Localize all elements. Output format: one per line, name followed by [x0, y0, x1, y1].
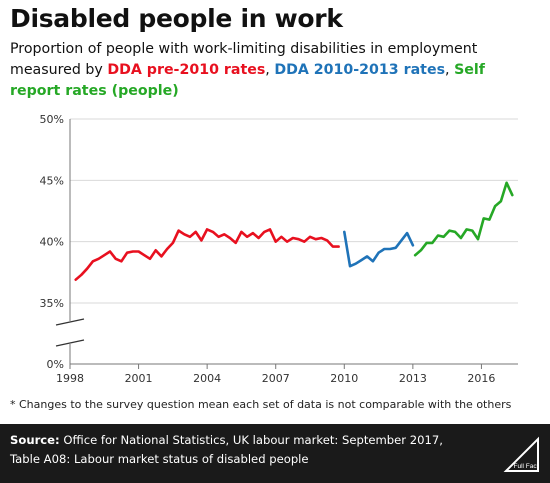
x-tick-label: 2004 [193, 372, 221, 385]
subtitle-prefix: Proportion of people with work-limiting … [10, 41, 478, 78]
y-tick-label: 45% [40, 174, 64, 187]
footnote: * Changes to the survey question mean ea… [10, 398, 512, 411]
source-label: Source: [10, 433, 60, 447]
y-tick-label: 40% [40, 236, 64, 249]
axis-break-mark [55, 339, 85, 347]
series-line-3 [413, 181, 514, 257]
x-tick-label: 1998 [56, 372, 84, 385]
legend-dda-pre-2010: DDA pre-2010 rates [107, 62, 266, 78]
subtitle-separator: , [445, 62, 455, 78]
y-tick-label: 0% [47, 358, 64, 371]
axis-break-mark [55, 318, 85, 326]
y-tick-label: 35% [40, 297, 64, 310]
source-text: Office for National Statistics, UK labou… [10, 433, 443, 466]
x-tick-label: 2016 [467, 372, 495, 385]
x-tick-label: 2007 [262, 372, 290, 385]
legend-dda-2010-2013: DDA 2010-2013 rates [274, 62, 446, 78]
x-tick-label: 2013 [399, 372, 427, 385]
axis-break-gap [52, 321, 92, 344]
series-line-2 [342, 230, 415, 268]
chart-subtitle: Proportion of people with work-limiting … [10, 39, 540, 102]
x-tick-label: 2010 [330, 372, 358, 385]
legend-self-report: Self report rates (people) [10, 62, 485, 99]
line-chart: 0% 35% 40% 45% 50% 1998 2001 2004 2007 2010 2013 20… [40, 113, 518, 385]
source-bar: Source: Office for National Statistics, … [0, 424, 550, 483]
full-fact-logo: Full Fact [503, 436, 539, 472]
subtitle-separator: , [265, 62, 275, 78]
series-line-1 [74, 228, 340, 282]
logo-text: Full Fact [514, 463, 539, 470]
chart-title: Disabled people in work [10, 4, 343, 33]
y-tick-label: 50% [40, 113, 64, 126]
x-tick-label: 2001 [125, 372, 153, 385]
